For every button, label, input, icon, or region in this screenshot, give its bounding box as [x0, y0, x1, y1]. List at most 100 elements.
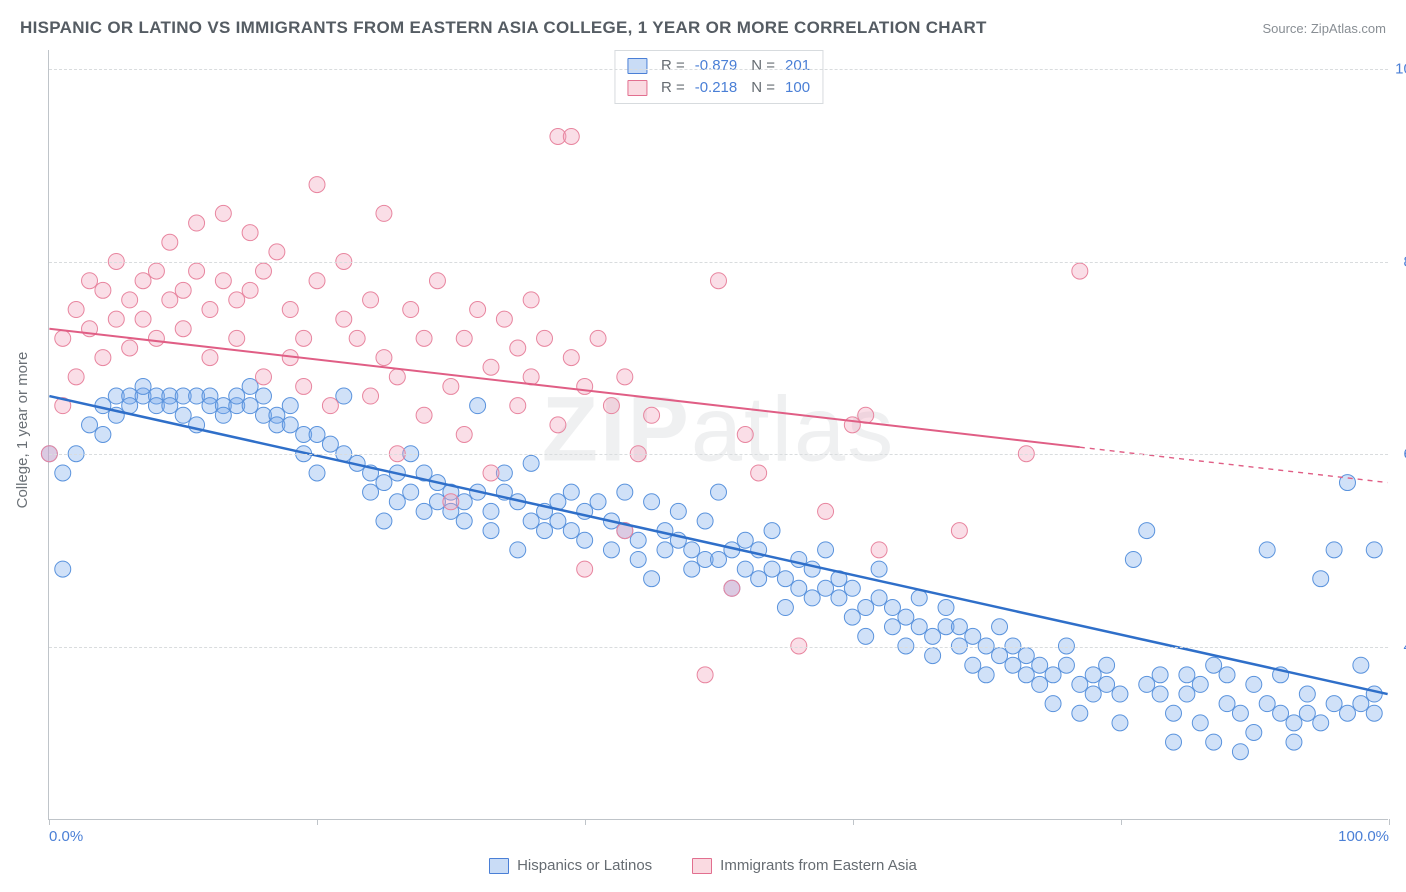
scatter-point	[858, 407, 874, 423]
source-link[interactable]: ZipAtlas.com	[1311, 21, 1386, 36]
scatter-point	[162, 234, 178, 250]
scatter-point	[1152, 686, 1168, 702]
scatter-point	[737, 561, 753, 577]
swatch-blue-icon	[627, 58, 647, 74]
scatter-point	[296, 378, 312, 394]
scatter-point	[256, 369, 272, 385]
scatter-point	[1246, 724, 1262, 740]
scatter-point	[68, 369, 84, 385]
bottom-legend: Hispanics or Latinos Immigrants from Eas…	[0, 857, 1406, 874]
scatter-point	[510, 398, 526, 414]
scatter-point	[898, 609, 914, 625]
scatter-point	[831, 590, 847, 606]
scatter-point	[523, 455, 539, 471]
scatter-point	[590, 330, 606, 346]
scatter-point	[443, 378, 459, 394]
title-bar: HISPANIC OR LATINO VS IMMIGRANTS FROM EA…	[20, 18, 1386, 38]
scatter-point	[965, 628, 981, 644]
scatter-point	[563, 350, 579, 366]
scatter-point	[496, 311, 512, 327]
scatter-point	[456, 513, 472, 529]
scatter-point	[483, 503, 499, 519]
scatter-point	[764, 561, 780, 577]
scatter-point	[523, 369, 539, 385]
scatter-point	[510, 340, 526, 356]
scatter-point	[68, 302, 84, 318]
scatter-point	[1072, 705, 1088, 721]
scatter-point	[82, 417, 98, 433]
scatter-point	[1099, 657, 1115, 673]
scatter-point	[1099, 676, 1115, 692]
scatter-point	[938, 600, 954, 616]
scatter-point	[376, 205, 392, 221]
scatter-point	[617, 484, 633, 500]
scatter-point	[510, 542, 526, 558]
plot-svg	[49, 50, 1388, 819]
source-prefix: Source:	[1262, 21, 1310, 36]
scatter-point	[550, 417, 566, 433]
scatter-point	[229, 388, 245, 404]
scatter-point	[1045, 696, 1061, 712]
scatter-point	[1005, 657, 1021, 673]
scatter-point	[603, 542, 619, 558]
scatter-point	[1353, 657, 1369, 673]
scatter-point	[309, 273, 325, 289]
scatter-point	[162, 398, 178, 414]
scatter-point	[657, 542, 673, 558]
trend-line-dashed	[1080, 447, 1388, 482]
scatter-point	[777, 600, 793, 616]
scatter-point	[537, 330, 553, 346]
n-label-2: N =	[751, 77, 775, 99]
scatter-point	[523, 513, 539, 529]
scatter-point	[684, 561, 700, 577]
scatter-point	[1032, 676, 1048, 692]
scatter-point	[175, 282, 191, 298]
scatter-point	[858, 600, 874, 616]
scatter-point	[1313, 571, 1329, 587]
scatter-point	[563, 484, 579, 500]
scatter-point	[1219, 667, 1235, 683]
x-tick-mark	[49, 819, 50, 825]
scatter-point	[1246, 676, 1262, 692]
scatter-point	[1206, 734, 1222, 750]
gridline	[49, 69, 1388, 70]
scatter-point	[429, 273, 445, 289]
legend-item-1: Hispanics or Latinos	[489, 857, 652, 874]
scatter-point	[483, 465, 499, 481]
scatter-point	[844, 580, 860, 596]
trend-line	[49, 396, 1387, 694]
scatter-point	[1112, 686, 1128, 702]
scatter-point	[1179, 667, 1195, 683]
scatter-point	[148, 330, 164, 346]
x-tick-mark	[317, 819, 318, 825]
scatter-point	[911, 619, 927, 635]
scatter-point	[577, 378, 593, 394]
scatter-point	[1286, 715, 1302, 731]
scatter-point	[1085, 667, 1101, 683]
scatter-point	[403, 302, 419, 318]
scatter-point	[55, 330, 71, 346]
scatter-point	[617, 369, 633, 385]
corr-row-1: R = -0.879 N = 201	[627, 55, 810, 77]
scatter-point	[282, 398, 298, 414]
scatter-point	[670, 503, 686, 519]
scatter-point	[242, 398, 258, 414]
scatter-point	[202, 302, 218, 318]
scatter-point	[978, 667, 994, 683]
scatter-point	[1206, 657, 1222, 673]
scatter-point	[777, 571, 793, 587]
x-tick-mark	[853, 819, 854, 825]
scatter-point	[751, 465, 767, 481]
scatter-point	[1366, 705, 1382, 721]
scatter-point	[951, 523, 967, 539]
scatter-point	[1072, 263, 1088, 279]
gridline	[49, 647, 1388, 648]
scatter-point	[577, 561, 593, 577]
scatter-point	[470, 398, 486, 414]
scatter-point	[911, 590, 927, 606]
scatter-point	[818, 580, 834, 596]
scatter-point	[1232, 705, 1248, 721]
scatter-point	[229, 330, 245, 346]
x-tick-label: 100.0%	[1338, 828, 1389, 845]
scatter-point	[389, 369, 405, 385]
